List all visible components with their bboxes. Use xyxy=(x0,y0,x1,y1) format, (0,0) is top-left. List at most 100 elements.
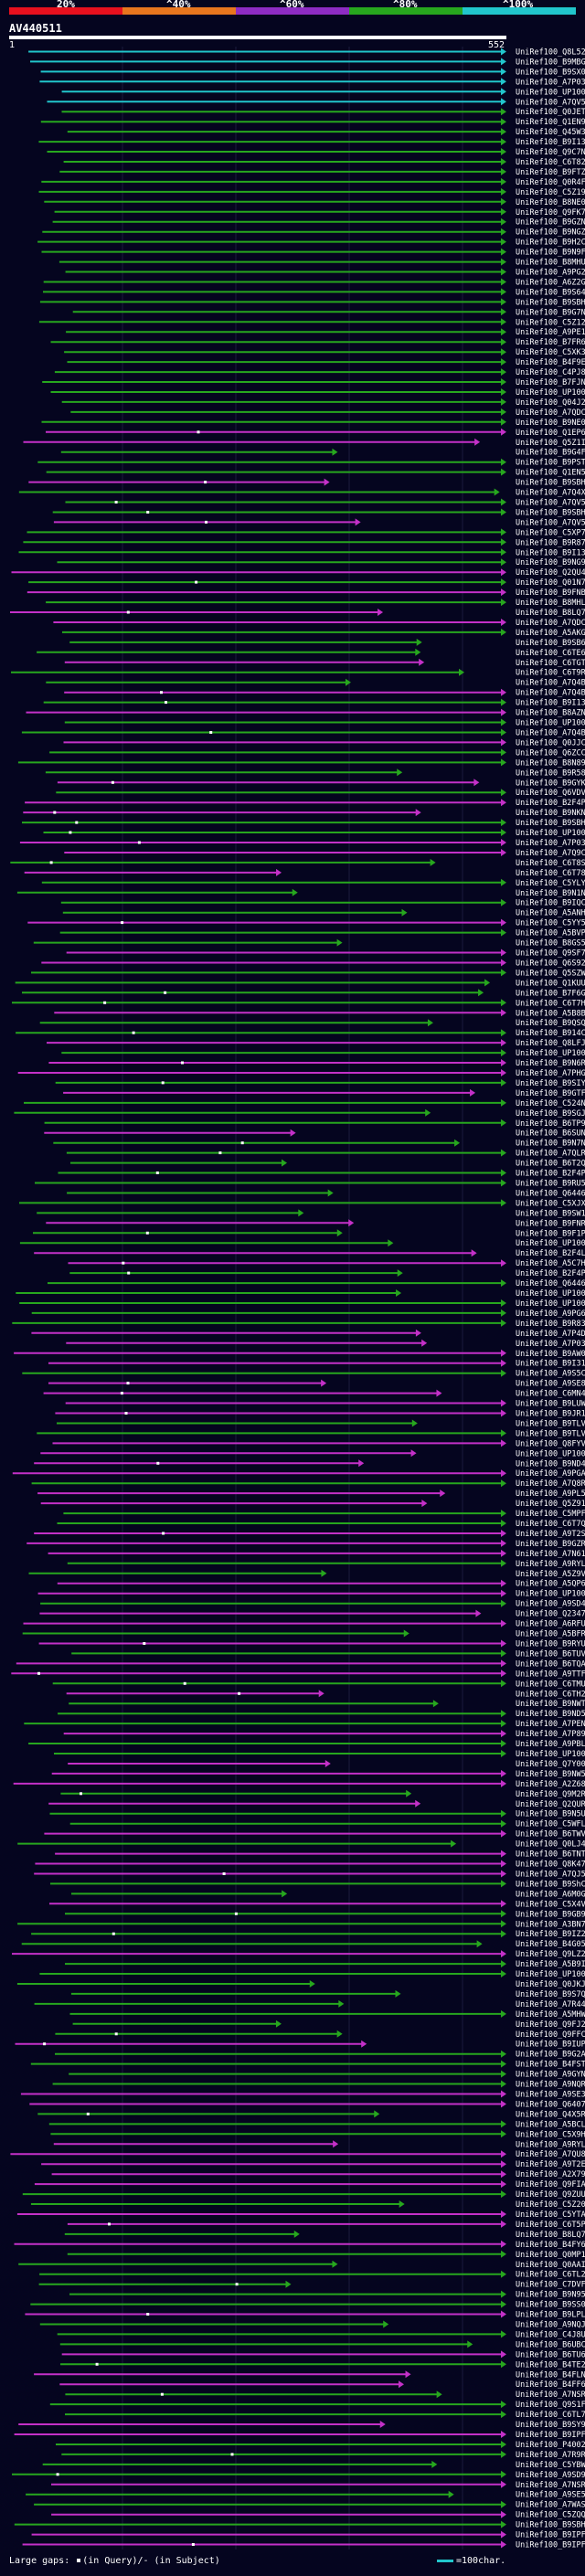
hit-row[interactable]: UniRef100_A6Z2G3 xyxy=(43,278,585,288)
hit-row[interactable]: UniRef100_Q1KUU3 xyxy=(15,979,585,988)
hit-label[interactable]: UniRef100_Q6S921 xyxy=(516,959,585,969)
hit-row[interactable]: UniRef100_B4FST1 xyxy=(30,2060,585,2070)
hit-label[interactable]: UniRef100_B9IQC8 xyxy=(516,899,585,908)
hit-label[interactable]: UniRef100_B9NG95 xyxy=(516,558,585,567)
hit-label[interactable]: UniRef100_C5XK32 xyxy=(516,348,585,357)
hit-row[interactable]: UniRef100_Q9ZUU8 xyxy=(22,2190,585,2200)
hit-label[interactable]: UniRef100_B9R834 xyxy=(516,1320,585,1329)
hit-label[interactable]: UniRef100_A9SE35 xyxy=(516,2091,585,2100)
hit-row[interactable]: UniRef100_C6T8S7 xyxy=(10,858,585,868)
hit-label[interactable]: UniRef100_Q0R4F7 xyxy=(516,178,585,187)
hit-row[interactable]: UniRef100_A7Q8R2 xyxy=(31,1479,585,1489)
hit-label[interactable]: UniRef100_B9SX02 xyxy=(516,68,585,77)
hit-row[interactable]: UniRef100_A5B8B9 xyxy=(54,1009,585,1018)
hit-label[interactable]: UniRef100_B4G053 xyxy=(516,1940,585,1949)
hit-label[interactable]: UniRef100_UP1000... xyxy=(516,1590,585,1599)
hit-label[interactable]: UniRef100_B8N89 xyxy=(516,758,585,768)
hit-row[interactable]: UniRef100_B9MBG9 xyxy=(30,58,585,67)
hit-label[interactable]: UniRef100_A7PHG1 xyxy=(516,1069,585,1078)
hit-row[interactable]: UniRef100_B9R878 xyxy=(23,538,585,547)
hit-label[interactable]: UniRef100_Q1KUU3 xyxy=(516,979,585,988)
hit-row[interactable]: UniRef100_B9NW53 xyxy=(51,1769,585,1779)
hit-label[interactable]: UniRef100_Q9FK7E xyxy=(516,208,585,217)
hit-label[interactable]: UniRef100_Q5Z916 xyxy=(516,1500,585,1509)
hit-row[interactable]: UniRef100_B9N5U4 xyxy=(49,1809,585,1819)
hit-row[interactable]: UniRef100_B9S7Q2 xyxy=(70,1989,585,1999)
hit-label[interactable]: UniRef100_B9ND50 xyxy=(516,1710,585,1719)
hit-row[interactable]: UniRef100_UP1000... xyxy=(19,1239,585,1248)
hit-row[interactable]: UniRef100_B9FNB8 xyxy=(27,588,585,598)
hit-label[interactable]: UniRef100_Q8FYV1 xyxy=(516,1439,585,1448)
hit-row[interactable]: UniRef100_C5YLY9 xyxy=(41,878,585,888)
hit-label[interactable]: UniRef100_B9SY91 xyxy=(516,2421,585,2430)
hit-row[interactable]: UniRef100_C6T9R1 xyxy=(11,668,585,678)
hit-label[interactable]: UniRef100_C6TH25 xyxy=(516,1690,585,1699)
hit-label[interactable]: UniRef100_B4FF69 xyxy=(516,2380,585,2390)
hit-label[interactable]: UniRef100_A7Q4X9 xyxy=(516,489,585,498)
hit-label[interactable]: UniRef100_Q1EN93 xyxy=(516,118,585,127)
hit-row[interactable]: UniRef100_B9IUP3 xyxy=(15,2040,585,2050)
hit-label[interactable]: UniRef100_A5BCL1 xyxy=(516,2120,585,2129)
hit-label[interactable]: UniRef100_Q2QU40 xyxy=(516,568,585,578)
hit-row[interactable]: UniRef100_Q8K470 xyxy=(35,1860,585,1870)
hit-label[interactable]: UniRef100_Q8L521 xyxy=(516,48,585,58)
hit-row[interactable]: UniRef100_C5XK32 xyxy=(64,348,585,357)
hit-row[interactable]: UniRef100_A5QP60 xyxy=(57,1579,585,1589)
hit-row[interactable]: UniRef100_C5MPF5 xyxy=(63,1510,585,1519)
hit-row[interactable]: UniRef100_B9SB69 xyxy=(69,638,585,648)
hit-label[interactable]: UniRef100_B8LQ70 xyxy=(516,2231,585,2240)
hit-label[interactable]: UniRef100_B9G4F3 xyxy=(516,449,585,458)
hit-row[interactable]: UniRef100_B2F4P4 xyxy=(25,799,585,808)
hit-row[interactable]: UniRef100_Q2QU40 xyxy=(11,568,585,578)
hit-label[interactable]: UniRef100_B9SB69 xyxy=(516,639,585,648)
hit-row[interactable]: UniRef100_A7QU85 xyxy=(10,2150,585,2159)
hit-row[interactable]: UniRef100_Q9SF78 xyxy=(66,949,585,959)
hit-label[interactable]: UniRef100_A6Z2G3 xyxy=(516,279,585,288)
hit-row[interactable]: UniRef100_A9SE35 xyxy=(20,2090,585,2100)
hit-row[interactable]: UniRef100_A9T2E3 xyxy=(41,2160,585,2169)
hit-row[interactable]: UniRef100_A7NSR8 xyxy=(65,2390,585,2400)
hit-row[interactable]: UniRef100_B9SBH6 xyxy=(14,2520,585,2530)
hit-label[interactable]: UniRef100_B8MHL9 xyxy=(516,599,585,608)
hit-label[interactable]: UniRef100_C5Z199 xyxy=(516,188,585,197)
hit-row[interactable]: UniRef100_C5X9H7 xyxy=(50,2130,585,2139)
hit-label[interactable]: UniRef100_A9TTF2 xyxy=(516,1670,585,1679)
hit-label[interactable]: UniRef100_A9SD96 xyxy=(516,2471,585,2480)
hit-row[interactable]: UniRef100_A9PGA4 xyxy=(12,1469,585,1479)
hit-row[interactable]: UniRef100_B6UBC0 xyxy=(59,2340,585,2349)
hit-row[interactable]: UniRef100_UP1000... xyxy=(50,388,585,398)
hit-row[interactable]: UniRef100_B9N1N9 xyxy=(16,888,585,898)
hit-label[interactable]: UniRef100_C5XP76 xyxy=(516,528,585,537)
hit-row[interactable]: UniRef100_Q5SZW7 xyxy=(31,969,585,978)
hit-label[interactable]: UniRef100_B9I135 xyxy=(516,548,585,557)
hit-row[interactable]: UniRef100_C5Z199 xyxy=(38,187,585,197)
hit-label[interactable]: UniRef100_B6TU68 xyxy=(516,2350,585,2359)
hit-row[interactable]: UniRef100_B9I134 xyxy=(38,138,585,147)
hit-label[interactable]: UniRef100_B9F1P5 xyxy=(516,1229,585,1238)
hit-label[interactable]: UniRef100_B9N6R0 xyxy=(516,1059,585,1068)
hit-label[interactable]: UniRef100_B9N950 xyxy=(516,2291,585,2300)
hit-row[interactable]: UniRef100_A5C7H7 xyxy=(68,1259,585,1268)
hit-label[interactable]: UniRef100_B9IPF2 xyxy=(516,2431,585,2440)
hit-label[interactable]: UniRef100_C5Z200 xyxy=(516,2200,585,2210)
hit-row[interactable]: UniRef100_Q64460 xyxy=(67,1189,585,1199)
hit-label[interactable]: UniRef100_B4FST1 xyxy=(516,2061,585,2070)
hit-label[interactable]: UniRef100_Q0LJ49 xyxy=(516,1840,585,1850)
hit-label[interactable]: UniRef100_B6TNT3 xyxy=(516,1850,585,1860)
hit-label[interactable]: UniRef100_A7P892 xyxy=(516,1730,585,1739)
hit-row[interactable]: UniRef100_C5Z200 xyxy=(30,2200,585,2210)
hit-row[interactable]: UniRef100_Q04J26 xyxy=(61,398,585,408)
hit-label[interactable]: UniRef100_B6TWV3 xyxy=(516,1830,585,1839)
hit-row[interactable]: UniRef100_B9N950 xyxy=(69,2290,585,2300)
hit-label[interactable]: UniRef100_B9NWT7 xyxy=(516,1700,585,1709)
hit-row[interactable]: UniRef100_B9AW06 xyxy=(14,1349,585,1359)
hit-label[interactable]: UniRef100_B6SUN1 xyxy=(516,1129,585,1139)
hit-label[interactable]: UniRef100_B9RYU7 xyxy=(516,1640,585,1649)
hit-label[interactable]: UniRef100_UP1000... xyxy=(516,1049,585,1058)
hit-label[interactable]: UniRef100_Q9FIA1 xyxy=(516,2180,585,2189)
hit-row[interactable]: UniRef100_B6TWV3 xyxy=(44,1829,585,1839)
hit-label[interactable]: UniRef100_B7F6G4 xyxy=(516,989,585,998)
hit-label[interactable]: UniRef100_B9SBH2 xyxy=(516,819,585,828)
hit-label[interactable]: UniRef100_B9NGZ1 xyxy=(516,228,585,238)
hit-row[interactable]: UniRef100_Q0R4F7 xyxy=(41,177,585,187)
